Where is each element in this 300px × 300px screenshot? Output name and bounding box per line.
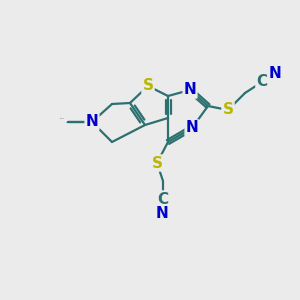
Text: C: C xyxy=(158,191,169,206)
Text: methyl: methyl xyxy=(60,118,65,119)
Text: N: N xyxy=(85,115,98,130)
Text: N: N xyxy=(268,67,281,82)
Text: S: S xyxy=(142,79,154,94)
Text: C: C xyxy=(256,74,268,89)
Text: N: N xyxy=(184,82,196,98)
Text: N: N xyxy=(186,121,198,136)
Text: S: S xyxy=(223,103,233,118)
Text: S: S xyxy=(152,155,163,170)
Text: methyl: methyl xyxy=(66,122,70,123)
Text: N: N xyxy=(156,206,168,221)
